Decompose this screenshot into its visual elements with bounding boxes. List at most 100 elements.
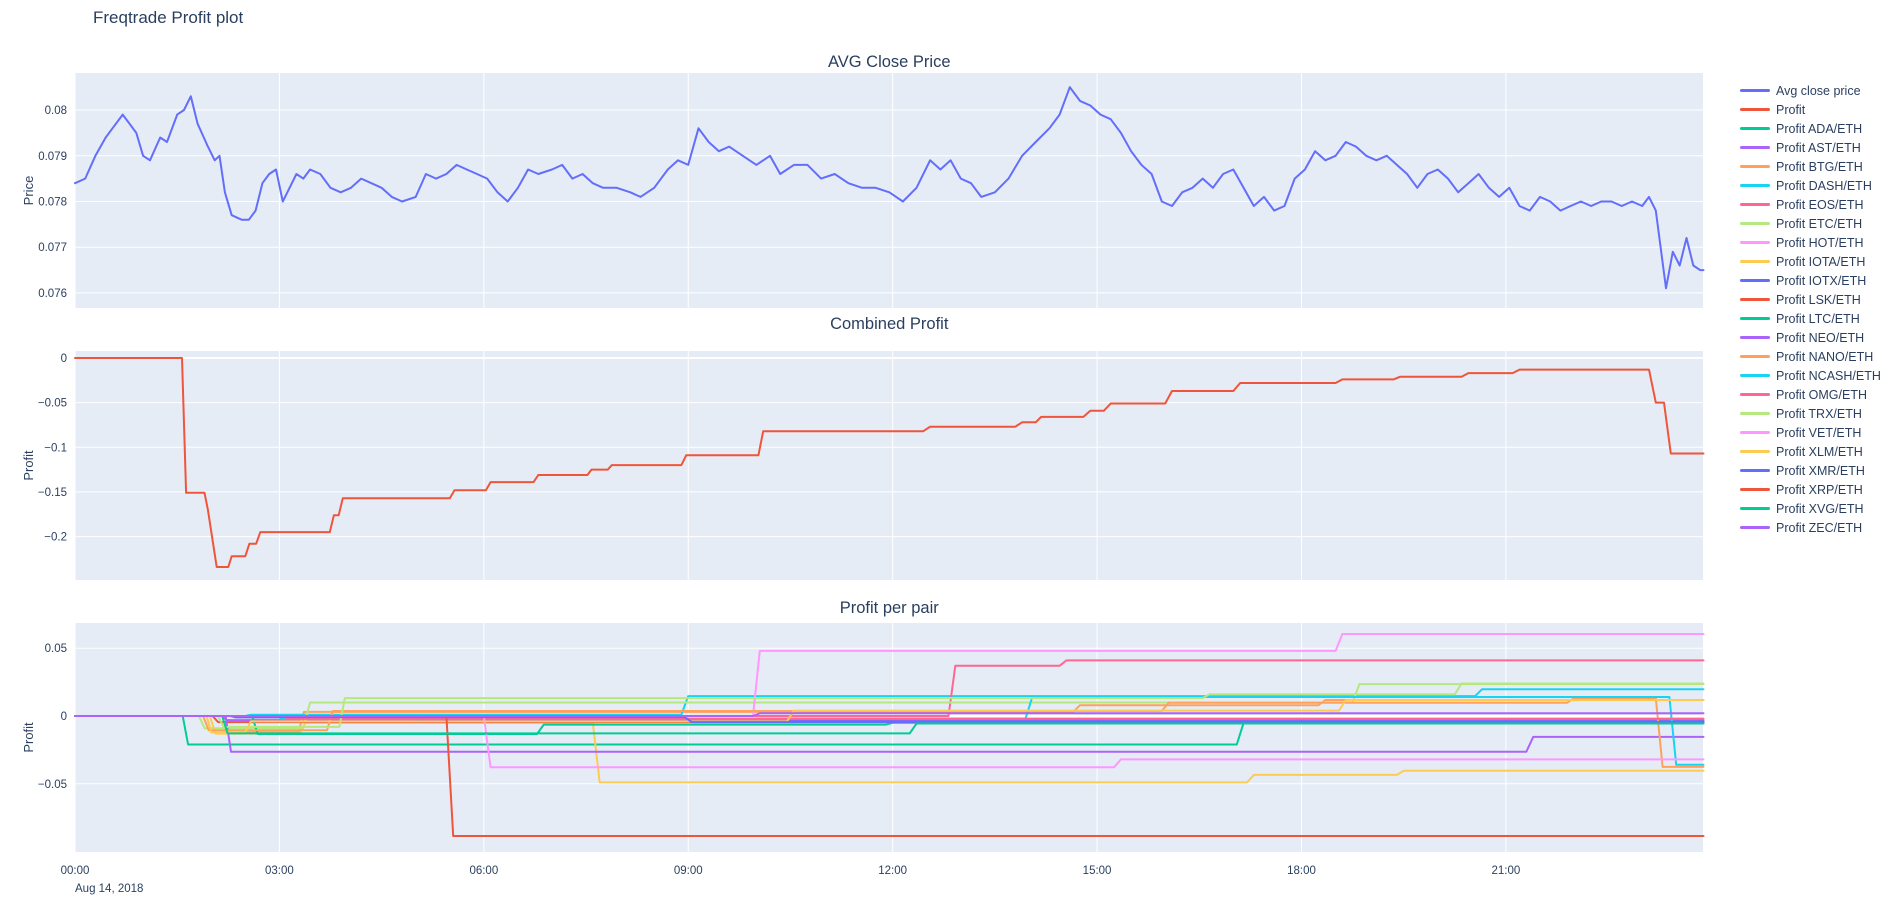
legend-item-label: Profit XLM/ETH <box>1776 444 1863 459</box>
legend-item-label: Profit IOTA/ETH <box>1776 254 1866 269</box>
y-axis-title: Price <box>21 176 36 206</box>
legend-line-swatch <box>1740 203 1770 206</box>
legend-item-label: Profit DASH/ETH <box>1776 178 1872 193</box>
legend-item-profit-zec-eth[interactable]: Profit ZEC/ETH <box>1740 518 1881 537</box>
plot-area-combined_profit[interactable] <box>75 351 1704 580</box>
legend-item-profit-ltc-eth[interactable]: Profit LTC/ETH <box>1740 309 1881 328</box>
legend-line-swatch <box>1740 127 1770 130</box>
subplot-title-avg_close_price: AVG Close Price <box>828 53 951 71</box>
legend-line-swatch <box>1740 298 1770 301</box>
x-tick-label: 12:00 <box>878 865 907 877</box>
legend-item-profit-xrp-eth[interactable]: Profit XRP/ETH <box>1740 480 1881 499</box>
x-tick-label: 15:00 <box>1083 865 1112 877</box>
legend-line-swatch <box>1740 336 1770 339</box>
legend-item-label: Profit ADA/ETH <box>1776 121 1863 136</box>
legend-line-swatch <box>1740 526 1770 529</box>
legend-item-profit-neo-eth[interactable]: Profit NEO/ETH <box>1740 328 1881 347</box>
legend-line-swatch <box>1740 469 1770 472</box>
legend-line-swatch <box>1740 450 1770 453</box>
series-avg-close-price <box>74 86 1705 290</box>
legend-item-profit-iotx-eth[interactable]: Profit IOTX/ETH <box>1740 271 1881 290</box>
legend-item-label: Profit IOTX/ETH <box>1776 273 1867 288</box>
y-tick-label: 0.08 <box>45 105 67 117</box>
legend-item-label: Profit OMG/ETH <box>1776 387 1867 402</box>
legend-item-label: Profit XMR/ETH <box>1776 463 1865 478</box>
y-tick-label: 0.078 <box>38 196 67 208</box>
legend-item-avg-close-price[interactable]: Avg close price <box>1740 81 1881 100</box>
legend-line-swatch <box>1740 507 1770 510</box>
legend-line-swatch <box>1740 146 1770 149</box>
legend-item-profit-ada-eth[interactable]: Profit ADA/ETH <box>1740 119 1881 138</box>
figure-title: Freqtrade Profit plot <box>93 8 244 27</box>
chart-avg_close_price: 0.08 0.079 0.078 0.077 0.076 AVG Close Price P… <box>21 53 1705 308</box>
chart-profit_per_pair: 0.05 0 −0.05 Profit per pair Profit <box>21 599 1705 852</box>
legend-line-swatch <box>1740 241 1770 244</box>
legend-line-swatch <box>1740 165 1770 168</box>
x-tick-label: 00:00 <box>61 865 90 877</box>
legend-line-swatch <box>1740 488 1770 491</box>
y-tick-label: 0.079 <box>38 151 67 163</box>
legend-item-profit-iota-eth[interactable]: Profit IOTA/ETH <box>1740 252 1881 271</box>
legend-line-swatch <box>1740 108 1770 111</box>
legend-item-profit-nano-eth[interactable]: Profit NANO/ETH <box>1740 347 1881 366</box>
y-tick-label: −0.15 <box>38 487 67 499</box>
legend-line-swatch <box>1740 222 1770 225</box>
plot-area-profit_per_pair[interactable] <box>75 623 1704 852</box>
legend-item-profit-btg-eth[interactable]: Profit BTG/ETH <box>1740 157 1881 176</box>
subplot-title-profit_per_pair: Profit per pair <box>840 599 940 617</box>
series-profit-trx-eth <box>74 682 1705 728</box>
y-tick-label: 0.076 <box>38 288 67 300</box>
legend-item-profit-xvg-eth[interactable]: Profit XVG/ETH <box>1740 499 1881 518</box>
y-tick-label: 0.05 <box>45 643 67 655</box>
legend-item-profit-ast-eth[interactable]: Profit AST/ETH <box>1740 138 1881 157</box>
legend-item-profit-omg-eth[interactable]: Profit OMG/ETH <box>1740 385 1881 404</box>
legend-item-label: Profit TRX/ETH <box>1776 406 1862 421</box>
series-profit-eos-eth <box>74 659 1705 717</box>
x-tick-label: 21:00 <box>1492 865 1521 877</box>
legend-item-label: Profit EOS/ETH <box>1776 197 1864 212</box>
series-profit-xlm-eth <box>74 699 1705 734</box>
legend-item-profit-lsk-eth[interactable]: Profit LSK/ETH <box>1740 290 1881 309</box>
legend-line-swatch <box>1740 260 1770 263</box>
legend-line-swatch <box>1740 317 1770 320</box>
legend-item-label: Profit HOT/ETH <box>1776 235 1864 250</box>
legend-item-profit-dash-eth[interactable]: Profit DASH/ETH <box>1740 176 1881 195</box>
legend-item-profit-xmr-eth[interactable]: Profit XMR/ETH <box>1740 461 1881 480</box>
y-axis-title: Profit <box>21 722 36 753</box>
legend-item-label: Profit NANO/ETH <box>1776 349 1874 364</box>
legend-item-label: Profit NCASH/ETH <box>1776 368 1881 383</box>
legend-item-profit-ncash-eth[interactable]: Profit NCASH/ETH <box>1740 366 1881 385</box>
series-profit-nano-eth <box>74 697 1705 768</box>
legend-item-profit-etc-eth[interactable]: Profit ETC/ETH <box>1740 214 1881 233</box>
legend-line-swatch <box>1740 355 1770 358</box>
legend-line-swatch <box>1740 374 1770 377</box>
x-tick-label: 06:00 <box>469 865 498 877</box>
x-tick-label: 03:00 <box>265 865 294 877</box>
legend-item-label: Profit BTG/ETH <box>1776 159 1863 174</box>
legend-line-swatch <box>1740 412 1770 415</box>
legend-item-profit-hot-eth[interactable]: Profit HOT/ETH <box>1740 233 1881 252</box>
legend-item-profit-xlm-eth[interactable]: Profit XLM/ETH <box>1740 442 1881 461</box>
legend-item-label: Profit NEO/ETH <box>1776 330 1865 345</box>
legend-item-label: Profit LSK/ETH <box>1776 292 1861 307</box>
legend-item-profit-vet-eth[interactable]: Profit VET/ETH <box>1740 423 1881 442</box>
legend-item-label: Profit ZEC/ETH <box>1776 520 1863 535</box>
x-axis-date-label: Aug 14, 2018 <box>75 883 143 895</box>
y-tick-label: −0.05 <box>38 779 67 791</box>
legend-line-swatch <box>1740 431 1770 434</box>
series-profit <box>74 357 1705 568</box>
legend-item-profit-eos-eth[interactable]: Profit EOS/ETH <box>1740 195 1881 214</box>
legend-item-profit[interactable]: Profit <box>1740 100 1881 119</box>
legend-item-profit-trx-eth[interactable]: Profit TRX/ETH <box>1740 404 1881 423</box>
legend: Avg close price Profit Profit ADA/ETH Profi… <box>1740 81 1881 537</box>
y-tick-label: −0.1 <box>44 442 67 454</box>
x-tick-label: 18:00 <box>1287 865 1316 877</box>
y-tick-label: 0 <box>61 353 67 365</box>
x-tick-label: 09:00 <box>674 865 703 877</box>
legend-item-label: Profit AST/ETH <box>1776 140 1861 155</box>
y-tick-label: 0 <box>61 711 67 723</box>
legend-item-label: Profit VET/ETH <box>1776 425 1862 440</box>
legend-item-label: Avg close price <box>1776 83 1861 98</box>
y-axis-title: Profit <box>21 450 36 481</box>
